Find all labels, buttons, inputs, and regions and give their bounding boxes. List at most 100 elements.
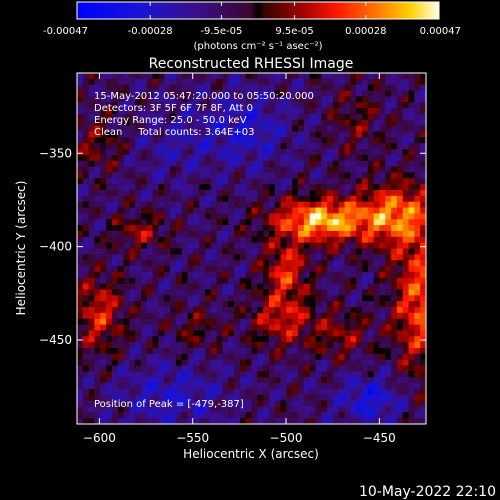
heatmap-cell (367, 143, 375, 150)
heatmap-cell (338, 184, 345, 191)
heatmap-cell (181, 102, 188, 109)
heatmap-cell (164, 219, 171, 226)
heatmap-cell (303, 400, 311, 407)
heatmap-cell (321, 260, 328, 267)
heatmap-cell (362, 365, 369, 372)
heatmap-cell (263, 119, 270, 127)
heatmap-cell (292, 225, 299, 232)
heatmap-cell (315, 195, 322, 203)
heatmap-cell (100, 160, 107, 167)
heatmap-cell (245, 418, 252, 424)
heatmap-cell (88, 242, 95, 249)
heatmap-cell (251, 125, 258, 132)
heatmap-cell (396, 336, 404, 343)
heatmap-cell (140, 219, 148, 226)
heatmap-cell (152, 254, 159, 261)
heatmap-cell (135, 113, 142, 121)
heatmap-cell (292, 172, 299, 179)
heatmap-cell (385, 154, 392, 162)
heatmap-cell (280, 260, 287, 267)
heatmap-cell (402, 84, 409, 91)
heatmap-cell (193, 166, 200, 173)
heatmap-cell (129, 184, 136, 191)
heatmap-cell (367, 342, 375, 349)
heatmap-cell (257, 312, 264, 320)
heatmap-cell (327, 324, 334, 331)
heatmap-cell (298, 342, 305, 349)
heatmap-cell (367, 84, 375, 91)
heatmap-cell (286, 84, 293, 91)
heatmap-cell (367, 301, 375, 308)
heatmap-cell (268, 143, 276, 150)
heatmap-cell (117, 78, 124, 86)
heatmap-cell (321, 330, 328, 337)
heatmap-cell (251, 154, 258, 162)
heatmap-cell (106, 184, 113, 191)
peak-position-label: Position of Peak = [-479,-387] (94, 399, 244, 410)
heatmap-cell (303, 190, 311, 197)
heatmap-cell (164, 283, 171, 290)
heatmap-cell (344, 236, 351, 244)
heatmap-cell (338, 353, 345, 361)
heatmap-cell (367, 295, 375, 302)
heatmap-cell (117, 207, 124, 214)
heatmap-cell (204, 143, 212, 150)
heatmap-cell (321, 90, 328, 97)
heatmap-cell (170, 271, 177, 279)
heatmap-cell (385, 301, 392, 308)
heatmap-cell (117, 242, 124, 249)
colorbar-tick-label: -0.00047 (43, 26, 88, 37)
heatmap-cell (396, 388, 404, 396)
heatmap-cell (274, 84, 281, 91)
heatmap-cell (373, 108, 380, 115)
heatmap-cell (94, 73, 101, 80)
heatmap-cell (280, 143, 287, 150)
heatmap-cell (100, 113, 107, 121)
heatmap-cell (129, 377, 136, 384)
heatmap-cell (82, 166, 90, 173)
heatmap-cell (106, 178, 113, 185)
heatmap-cell (181, 149, 188, 156)
heatmap-cell (175, 307, 183, 314)
heatmap-cell (140, 102, 148, 109)
heatmap-cell (82, 184, 90, 191)
heatmap-cell (210, 143, 217, 150)
heatmap-cell (140, 113, 148, 121)
heatmap-cell (408, 230, 415, 238)
heatmap-cell (222, 312, 229, 320)
heatmap-cell (199, 160, 206, 167)
heatmap-cell (315, 219, 322, 226)
heatmap-cell (245, 330, 252, 337)
heatmap-cell (274, 359, 281, 366)
heatmap-cell (123, 248, 130, 255)
heatmap-cell (164, 260, 171, 267)
heatmap-cell (222, 190, 229, 197)
heatmap-cell (187, 248, 194, 255)
heatmap-cell (175, 289, 183, 296)
heatmap-cell (135, 225, 142, 232)
heatmap-cell (396, 330, 404, 337)
heatmap-cell (263, 318, 270, 325)
heatmap-cell (129, 236, 136, 244)
heatmap-cell (408, 330, 415, 337)
heatmap-cell (286, 242, 293, 249)
heatmap-cell (402, 394, 409, 401)
heatmap-cell (280, 347, 287, 355)
heatmap-cell (164, 225, 171, 232)
heatmap-cell (286, 73, 293, 80)
heatmap-cell (298, 195, 305, 203)
heatmap-cell (88, 230, 95, 238)
heatmap-cell (123, 96, 130, 103)
heatmap-cell (88, 195, 95, 203)
heatmap-cell (140, 84, 148, 91)
heatmap-cell (193, 359, 200, 366)
heatmap-cell (379, 178, 386, 185)
heatmap-cell (274, 283, 281, 290)
heatmap-cell (146, 365, 154, 372)
heatmap-cell (117, 347, 124, 355)
heatmap-cell (420, 195, 426, 203)
heatmap-cell (199, 184, 206, 191)
heatmap-cell (396, 225, 404, 232)
heatmap-cell (332, 318, 340, 325)
heatmap-cell (362, 412, 369, 419)
